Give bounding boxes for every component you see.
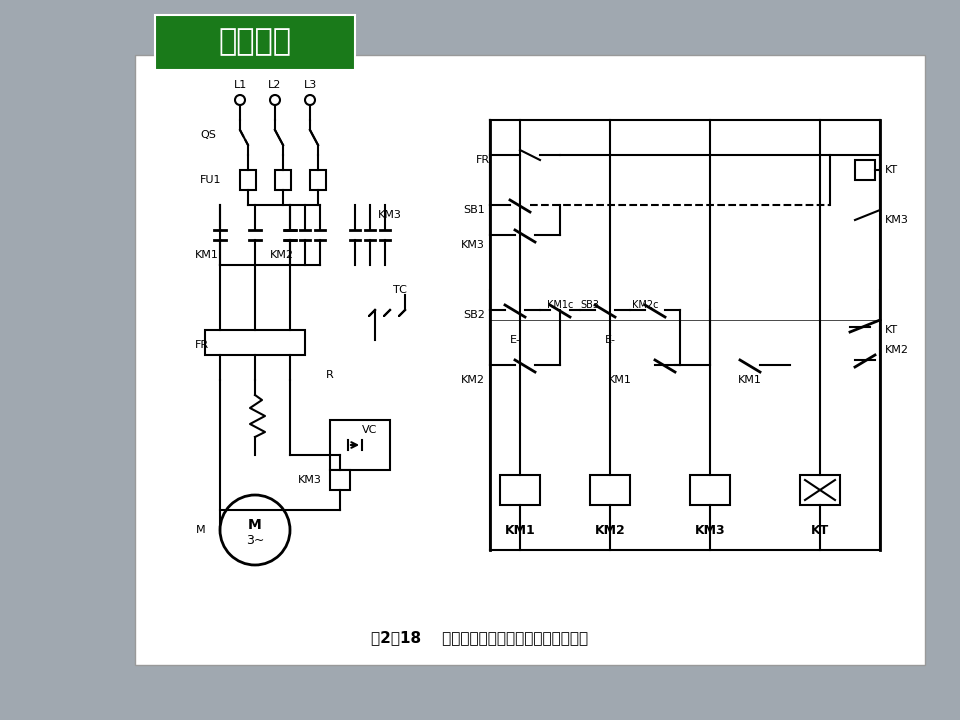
Text: FR: FR <box>476 155 490 165</box>
Text: KM2: KM2 <box>885 345 909 355</box>
Bar <box>310 170 326 190</box>
Text: KT: KT <box>885 325 899 335</box>
Text: KM1: KM1 <box>608 375 632 385</box>
Text: KM3: KM3 <box>695 523 726 536</box>
Text: KM2: KM2 <box>270 250 294 260</box>
Text: R: R <box>326 370 334 380</box>
Text: KM3: KM3 <box>885 215 909 225</box>
Bar <box>500 475 540 505</box>
Text: SB1: SB1 <box>464 205 485 215</box>
Text: KM2: KM2 <box>594 523 625 536</box>
Text: SB3: SB3 <box>581 300 599 310</box>
Bar <box>205 330 305 355</box>
Text: TC: TC <box>393 285 407 295</box>
Bar <box>135 55 925 665</box>
Bar <box>800 475 840 505</box>
Text: L3: L3 <box>303 80 317 90</box>
Bar <box>240 170 256 190</box>
Text: E-: E- <box>605 335 615 345</box>
Text: L2: L2 <box>268 80 281 90</box>
Text: M: M <box>248 518 262 532</box>
Text: KT: KT <box>885 165 899 175</box>
Text: KM3: KM3 <box>461 240 485 250</box>
Text: KM2c: KM2c <box>632 300 659 310</box>
Text: KM1: KM1 <box>738 375 762 385</box>
Text: 3~: 3~ <box>246 534 264 546</box>
Text: KM1c: KM1c <box>547 300 573 310</box>
Bar <box>275 170 291 190</box>
Text: KM2: KM2 <box>461 375 485 385</box>
Text: QS: QS <box>200 130 216 140</box>
Text: KM1: KM1 <box>505 523 536 536</box>
FancyBboxPatch shape <box>155 15 355 70</box>
Text: L1: L1 <box>233 80 247 90</box>
Text: KT: KT <box>811 523 829 536</box>
Text: SB2: SB2 <box>463 310 485 320</box>
Text: KM3: KM3 <box>378 210 402 220</box>
Text: FR: FR <box>195 340 209 350</box>
Bar <box>330 420 390 470</box>
Text: E-: E- <box>510 335 520 345</box>
Bar <box>330 470 350 490</box>
Text: 基本电路: 基本电路 <box>219 27 292 56</box>
Text: VC: VC <box>362 425 377 435</box>
Bar <box>855 160 875 180</box>
Bar <box>590 475 630 505</box>
Text: FU1: FU1 <box>200 175 222 185</box>
Text: KM1: KM1 <box>195 250 219 260</box>
Text: M: M <box>196 525 205 535</box>
Circle shape <box>220 495 290 565</box>
Text: KM3: KM3 <box>298 475 322 485</box>
Bar <box>690 475 730 505</box>
Text: 图2－18    电动机可逆运行的能耗制动控制线路: 图2－18 电动机可逆运行的能耗制动控制线路 <box>372 631 588 646</box>
